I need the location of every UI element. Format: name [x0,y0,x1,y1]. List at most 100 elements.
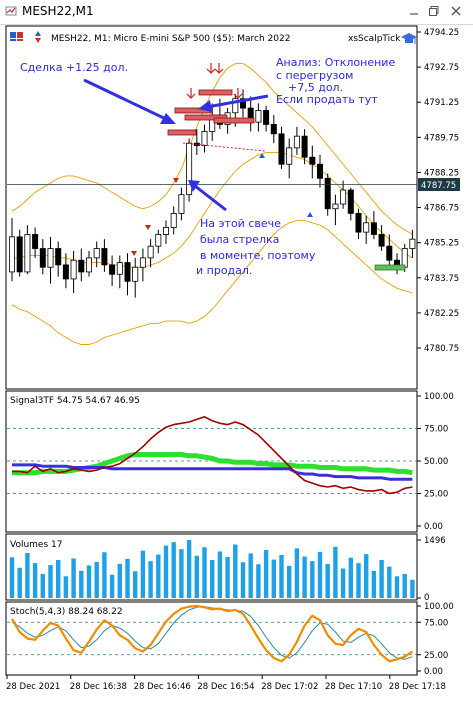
signal-tick-label: 100.00 [424,392,454,402]
time-tick-label: 28 Dec 16:46 [134,682,191,692]
buy-dot-icon [259,153,265,158]
chart-window-icon [5,6,17,16]
price-tick-label: 4792.75 [424,63,459,73]
band-lower [11,219,413,345]
stoch-tick-label: 0.00 [424,667,443,677]
volume-bar [317,551,323,598]
time-tick-label: 28 Dec 17:10 [325,682,382,692]
volume-bar [333,546,338,598]
bull-candle [201,131,208,146]
signal-tick-label: 25.00 [424,490,448,500]
trade-annotation: Сделка +1.25 дол. [20,61,128,74]
graduation-cap-icon [401,33,417,44]
price-tick-label: 4785.25 [424,239,459,249]
current-price-tag [418,178,460,191]
symbol-line: MESH22, M1: Micro E-mini S&P 500 ($5): M… [51,34,290,44]
restore-icon[interactable] [428,5,440,17]
bull-candle [147,245,154,259]
signal-dot-icon [131,251,137,256]
volume-bar [25,553,30,598]
sort-arrows-icon[interactable] [35,31,41,43]
volume-bar [148,561,153,598]
price-tick-label: 4791.25 [424,98,459,108]
minimize-icon[interactable] [408,5,420,17]
stoch-tick-label: 100.00 [424,602,454,612]
signal-panel[interactable] [5,390,418,533]
signal-dot-icon [173,178,179,183]
bear-candle [239,98,246,109]
bear-candle [55,248,62,266]
chart-window[interactable]: 4794.25 4792.75 4791.25 4789.75 4788.25 4786.… [0,24,473,701]
sell-zone-bar [213,117,255,124]
volume-bar [287,565,292,598]
bull-candle [286,147,293,165]
volume-bar [186,540,192,598]
bull-candle [132,266,139,282]
close-icon[interactable] [450,5,462,17]
volume-bar [248,553,253,598]
signal-red-line [12,415,413,495]
bull-candle [186,142,193,196]
volume-bar [371,570,377,598]
volume-bar [9,557,15,598]
bear-candle [270,124,277,135]
sell-arrow-icon [214,68,224,74]
volume-bar [63,576,69,598]
price-tick-label: 4780.75 [424,344,459,354]
bull-candle [116,262,123,275]
volume-bar [279,554,284,598]
volume-bar [56,560,61,598]
bear-candle [301,135,308,158]
volume-bar [171,542,176,598]
analysis-line-2: с перегрузом [276,69,353,82]
sell-arrow-icon [206,68,216,74]
bear-candle [39,248,46,268]
volume-bar [163,545,169,598]
volume-bar [394,576,400,598]
volume-bar [256,564,261,598]
volume-bar [240,562,246,598]
volume-bar [310,561,315,598]
bear-candle [324,177,331,210]
buy-dot-icon [307,212,313,217]
bull-candle [8,236,15,273]
price-tick-label: 4789.75 [424,133,459,143]
price-tick-label: 4788.25 [424,168,459,178]
current-price-label: 4787.75 [421,181,456,191]
volume-bar [233,544,238,598]
indicator-label: xsScalpTick [348,34,401,44]
bear-candle [78,259,85,273]
stoch-main-line [11,604,414,663]
bull-candle [401,248,408,268]
chart-header: MESH22, M1: Micro E-mini S&P 500 ($5): M… [10,31,417,44]
volume-bar [302,556,307,598]
analysis-line-3: +7,5 дол. [288,81,343,94]
volume-bar [125,558,130,598]
volume-bar [32,563,38,598]
trade-link-line [182,142,266,152]
buy-sell-icon[interactable] [10,32,23,41]
bull-candle [70,259,77,280]
volume-bar [348,557,353,598]
bull-candle [139,257,146,268]
bull-candle [24,234,31,273]
volume-bar [294,548,300,598]
bear-candle [386,245,393,261]
arrow-head-2 [198,100,212,112]
bear-candle [347,189,354,214]
time-tick-label: 28 Dec 17:18 [389,682,446,692]
bull-candle [162,227,169,235]
volume-bar [379,560,384,598]
volume-bar [140,550,146,598]
note-line-3: в моменте, поэтому [200,249,316,262]
volume-bar [387,566,392,598]
volume-bar [133,571,138,598]
main-price-panel[interactable] [5,25,418,390]
window-title: MESH22,M1 [22,4,94,18]
volume-bar [86,565,92,598]
time-tick-label: 28 Dec 2021 [6,682,60,692]
volume-bar [94,561,99,598]
price-tick-label: 4783.75 [424,274,459,284]
arrow-head-1 [160,113,176,124]
sell-arrow-icon [233,93,243,99]
